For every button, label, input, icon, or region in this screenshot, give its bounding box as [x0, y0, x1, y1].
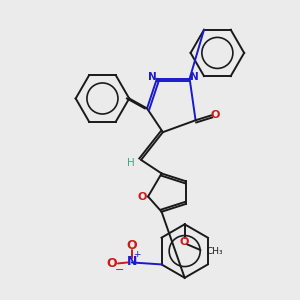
Text: N: N: [190, 72, 199, 82]
Text: O: O: [107, 257, 117, 270]
Text: O: O: [127, 239, 137, 252]
Text: +: +: [133, 250, 140, 259]
Text: O: O: [211, 110, 220, 120]
Text: CH₃: CH₃: [206, 247, 223, 256]
Text: O: O: [180, 237, 189, 247]
Text: N: N: [148, 72, 156, 82]
Text: O: O: [137, 192, 147, 202]
Text: N: N: [127, 255, 137, 268]
Text: H: H: [127, 158, 135, 168]
Text: −: −: [115, 266, 124, 275]
